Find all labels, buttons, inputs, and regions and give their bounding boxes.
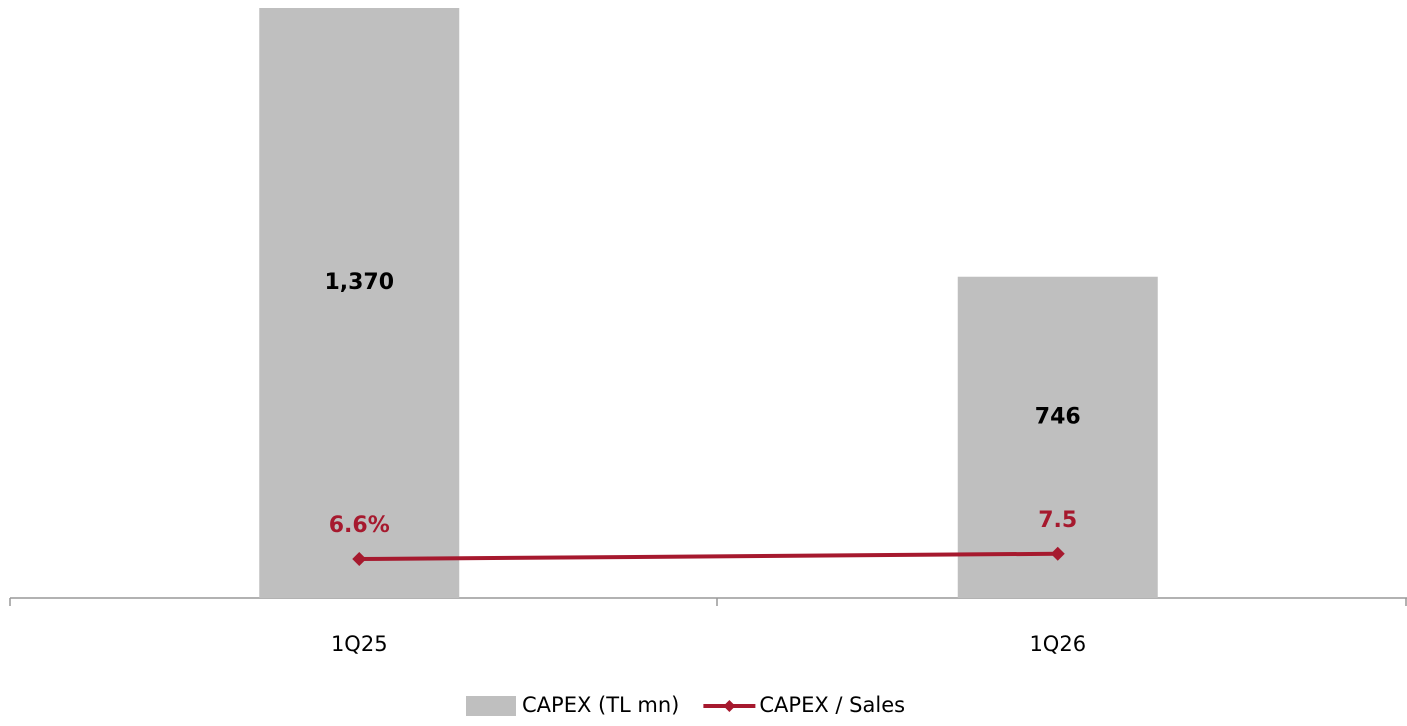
bar bbox=[957, 276, 1158, 598]
x-tick-label: 1Q25 bbox=[331, 632, 388, 656]
line-marker bbox=[1050, 546, 1065, 561]
bar-value-label: 1,370 bbox=[324, 270, 394, 295]
line-value-label: 7.5 bbox=[1038, 508, 1077, 533]
line bbox=[359, 551, 1058, 562]
bar-value-label: 746 bbox=[1035, 404, 1081, 429]
line-marker bbox=[352, 552, 367, 567]
x-tick-label: 1Q26 bbox=[1029, 632, 1086, 656]
legend-label: CAPEX / Sales bbox=[759, 693, 905, 717]
legend-label: CAPEX (TL mn) bbox=[522, 693, 679, 717]
bar bbox=[259, 8, 460, 598]
line-value-label: 6.6% bbox=[329, 513, 390, 538]
legend-marker bbox=[723, 700, 736, 712]
legend-swatch bbox=[466, 696, 516, 716]
